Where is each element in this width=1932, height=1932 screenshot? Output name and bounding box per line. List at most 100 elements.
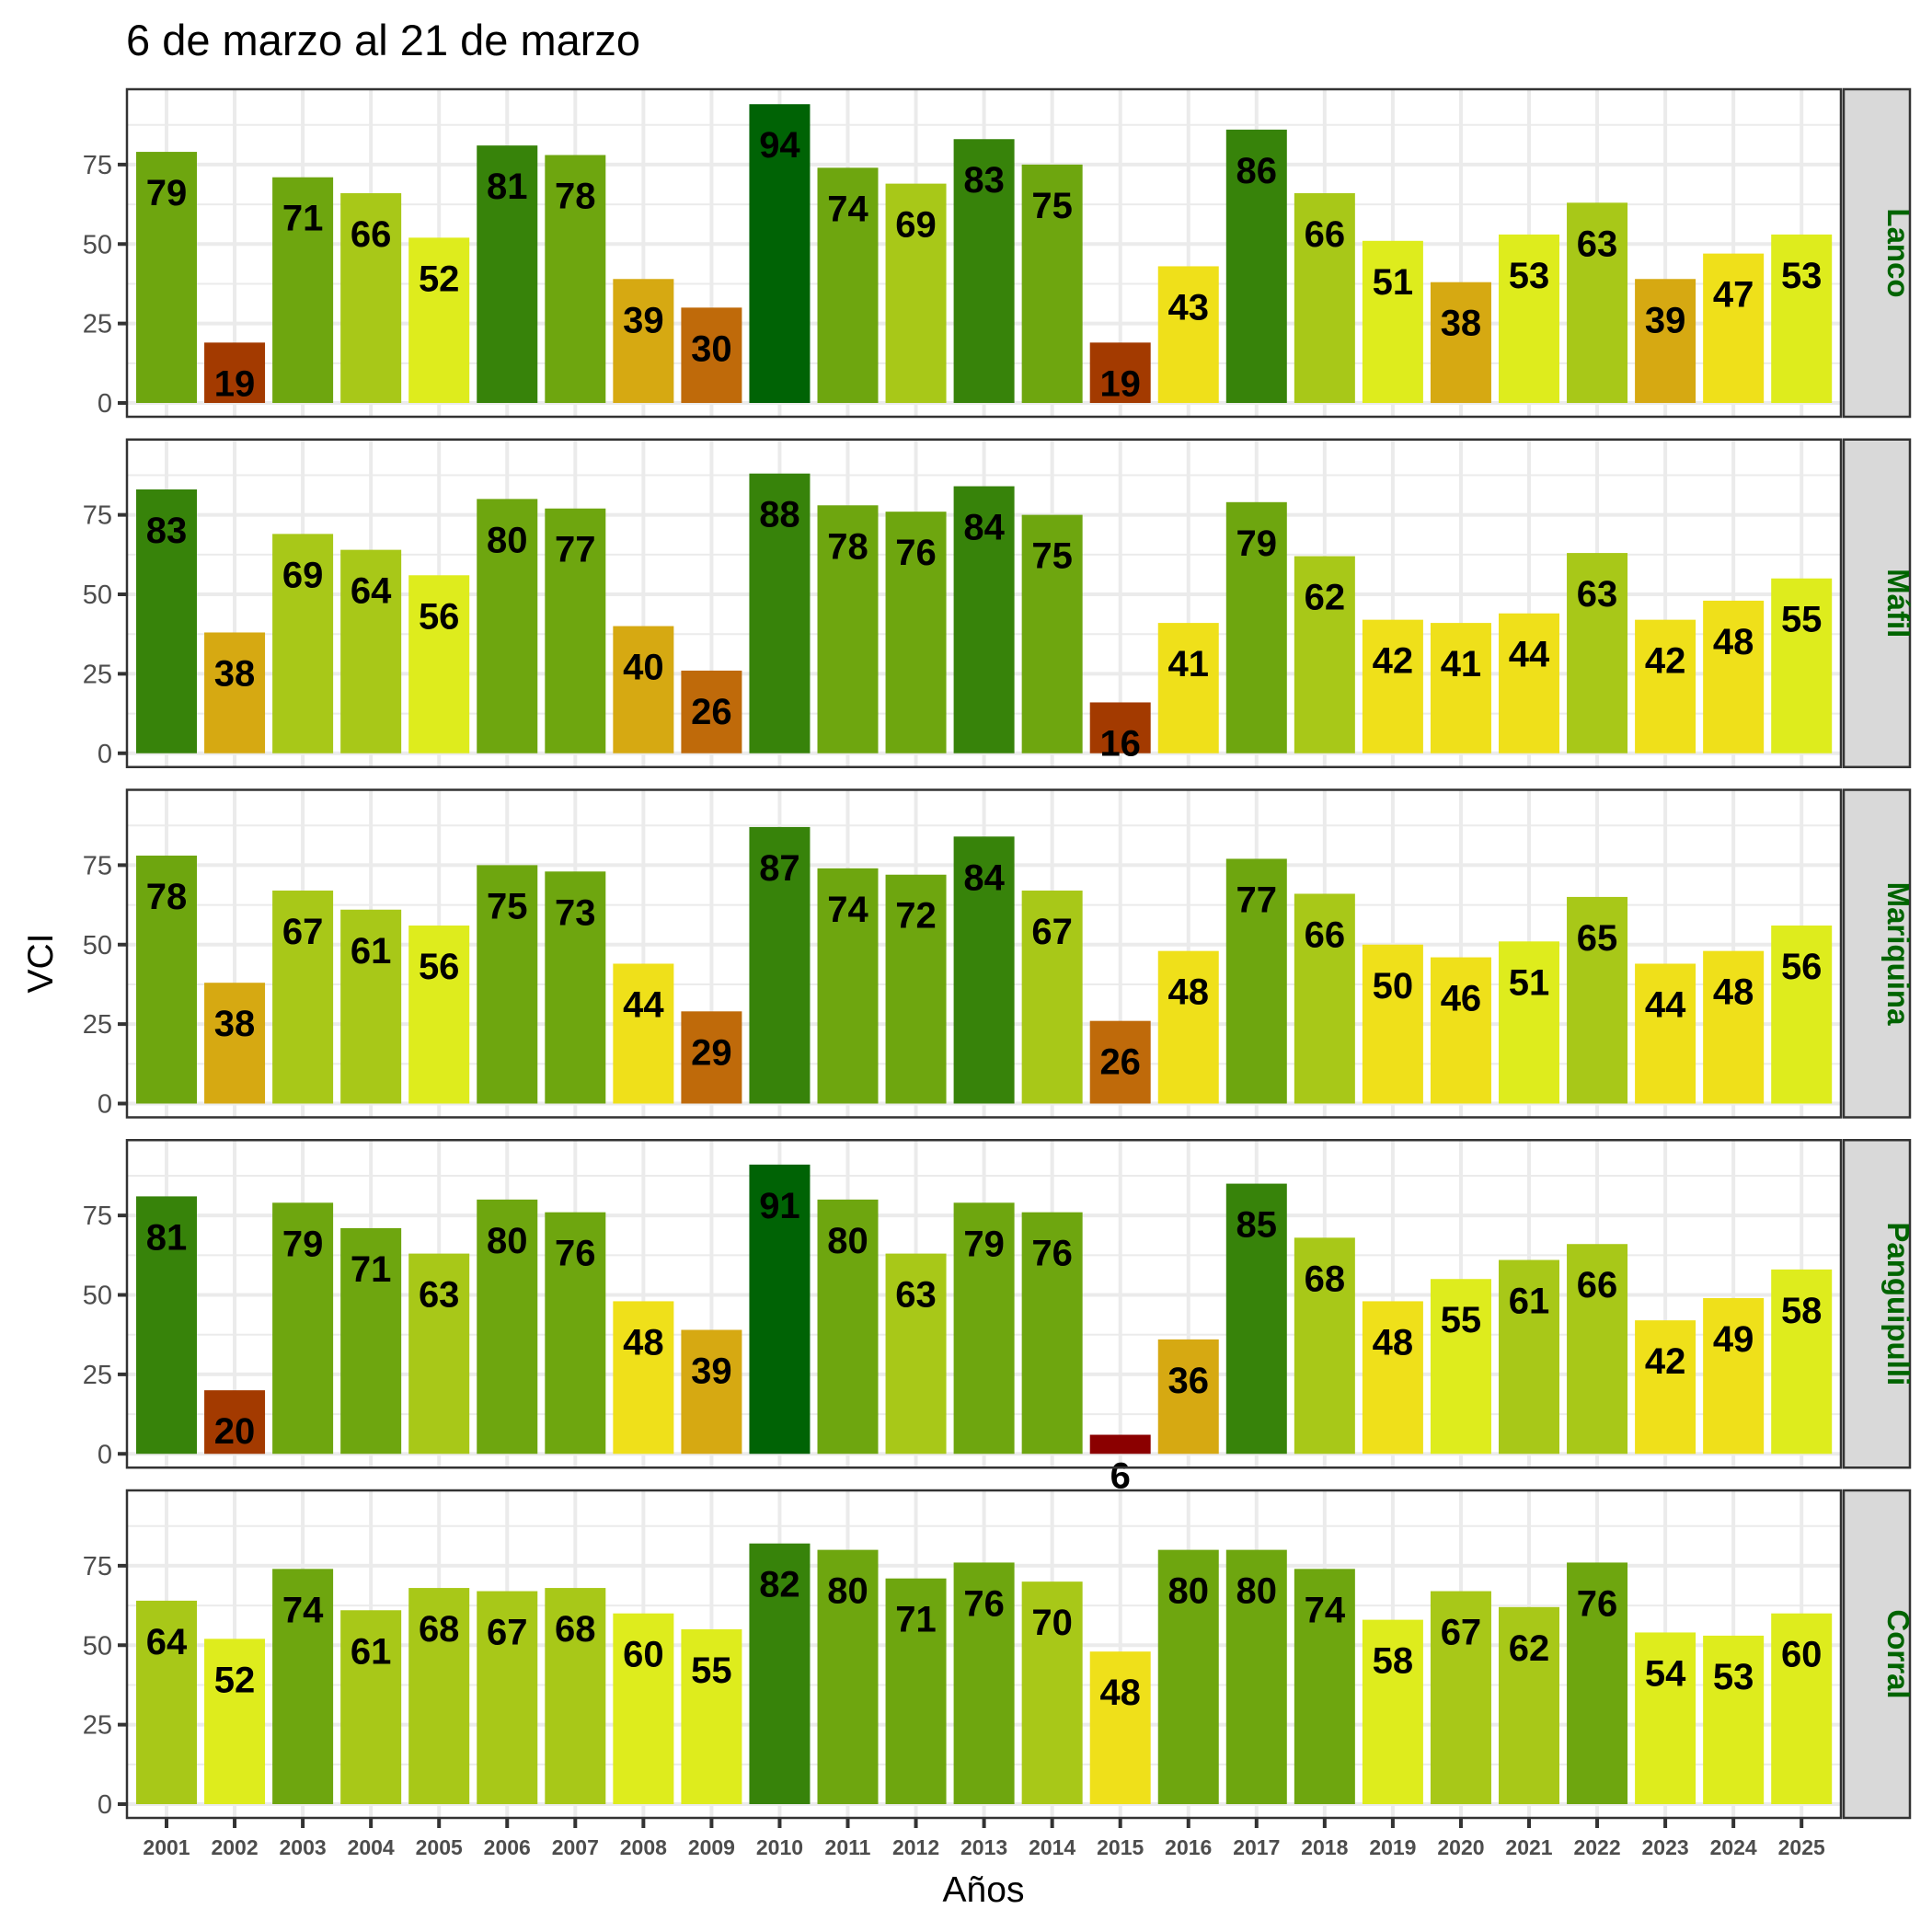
bar-value-label: 43	[1168, 287, 1210, 328]
facet-panel-mariquina: 78 38 67 61 56 75 73 44 29 87 74 72 84 67 26 48 77 66 50 46…	[83, 788, 1915, 1120]
bar-máfil-2024	[1703, 600, 1765, 753]
bar-mariquina-2012	[885, 874, 947, 1104]
facet-strip	[1842, 87, 1912, 419]
facet-strip	[1842, 788, 1912, 1119]
y-tick-label: 75	[83, 851, 112, 880]
bar-value-label: 80	[1168, 1571, 1210, 1612]
bar-value-label: 55	[1441, 1300, 1482, 1340]
x-tick-label: 2017	[1233, 1835, 1280, 1859]
x-axis: 2001 2002 2003 2004 2005 2006 2007 2008 2009 2010…	[143, 1818, 1825, 1859]
bar-panguipulli-2016	[1157, 1339, 1219, 1455]
bar-mariquina-2022	[1567, 896, 1628, 1104]
x-tick-label: 2009	[688, 1835, 735, 1859]
bar-value-label: 64	[351, 571, 392, 612]
bar-value-label: 51	[1373, 262, 1414, 303]
bar-value-label: 73	[555, 892, 596, 933]
bar-value-label: 64	[146, 1622, 188, 1662]
bar-value-label: 71	[282, 199, 324, 239]
bar-value-label: 66	[351, 214, 392, 255]
bar-value-label: 20	[214, 1411, 256, 1452]
facet-strip-label: Mariquina	[1881, 882, 1915, 1026]
bar-value-label: 68	[555, 1609, 596, 1650]
bar-value-label: 62	[1305, 578, 1346, 618]
bar-value-label: 36	[1168, 1361, 1210, 1401]
bar-panguipulli-2023	[1635, 1320, 1696, 1455]
bar-corral-2017	[1225, 1549, 1287, 1804]
bar-value-label: 49	[1713, 1319, 1754, 1360]
bar-value-label: 68	[1305, 1259, 1346, 1299]
bar-value-label: 76	[963, 1583, 1005, 1624]
bar-panguipulli-2012	[885, 1253, 947, 1455]
bar-value-label: 56	[419, 947, 460, 987]
bar-mariquina-2013	[953, 836, 1015, 1104]
bar-panguipulli-2024	[1703, 1297, 1765, 1455]
bar-mariquina-2020	[1430, 957, 1491, 1104]
bar-value-label: 79	[146, 173, 188, 213]
bar-mariquina-2001	[136, 856, 197, 1104]
bar-value-label: 77	[1236, 880, 1278, 920]
bar-value-label: 69	[895, 205, 937, 246]
bar-value-label: 29	[691, 1032, 732, 1073]
bar-value-label: 16	[1099, 723, 1141, 764]
bar-panguipulli-2007	[545, 1212, 606, 1455]
bar-value-label: 67	[1441, 1613, 1482, 1653]
facet-strip-label: Panguipulli	[1881, 1222, 1915, 1386]
x-tick-label: 2022	[1573, 1835, 1620, 1859]
bar-value-label: 65	[1577, 918, 1618, 959]
bar-panguipulli-2021	[1499, 1259, 1559, 1455]
bar-corral-2014	[1021, 1581, 1083, 1804]
bar-corral-2024	[1703, 1635, 1765, 1804]
bar-lanco-2007	[545, 155, 606, 403]
bar-value-label: 80	[827, 1571, 868, 1612]
bar-value-label: 80	[487, 520, 528, 560]
bar-value-label: 53	[1509, 256, 1550, 296]
bar-panguipulli-2003	[272, 1202, 334, 1455]
bar-mariquina-2002	[204, 983, 266, 1104]
y-tick-label: 50	[83, 1631, 112, 1661]
x-tick-label: 2004	[348, 1835, 395, 1859]
bar-value-label: 76	[1031, 1234, 1073, 1274]
bar-value-label: 74	[1305, 1590, 1346, 1630]
bar-value-label: 48	[623, 1322, 664, 1363]
bar-mariquina-2005	[408, 926, 470, 1104]
bar-value-label: 66	[1305, 914, 1346, 955]
bar-value-label: 47	[1713, 275, 1754, 316]
facet-panels: 79 19 71 66 52 81 78 39 30 94 74 69 83 75 19 43 86 66 51 38…	[83, 87, 1915, 1820]
bar-value-label: 44	[623, 984, 664, 1025]
bar-máfil-2003	[272, 534, 334, 753]
bar-lanco-2017	[1225, 129, 1287, 403]
panel-border	[125, 1139, 1843, 1469]
bar-value-label: 84	[963, 508, 1005, 548]
bar-value-label: 76	[895, 533, 937, 573]
bar-corral-2021	[1499, 1606, 1559, 1804]
bar-lanco-2004	[340, 192, 402, 403]
bar-value-label: 88	[759, 495, 800, 535]
x-tick-label: 2012	[892, 1835, 939, 1859]
x-tick-label: 2003	[280, 1835, 327, 1859]
bar-panguipulli-2008	[613, 1301, 674, 1455]
x-tick-label: 2015	[1097, 1835, 1144, 1859]
bar-corral-2013	[953, 1562, 1015, 1804]
bar-máfil-2009	[681, 670, 742, 753]
y-tick-label: 0	[98, 389, 112, 419]
facet-strip-label: Corral	[1881, 1609, 1915, 1698]
x-tick-label: 2016	[1165, 1835, 1212, 1859]
bar-value-label: 51	[1509, 962, 1550, 1003]
facet-panel-corral: 64 52 74 61 68 67 68 60 55 82 80 71 76 70 48 80 80 74 58 67…	[83, 1489, 1915, 1820]
bar-corral-2004	[340, 1610, 402, 1804]
x-tick-label: 2021	[1505, 1835, 1552, 1859]
bar-máfil-2013	[953, 486, 1015, 753]
facet-strip-label: Máfil	[1881, 569, 1915, 638]
x-tick-label: 2020	[1437, 1835, 1484, 1859]
bar-panguipulli-2017	[1225, 1183, 1287, 1455]
bar-value-label: 63	[1577, 224, 1618, 264]
facet-panel-panguipulli: 81 20 79 71 63 80 76 48 39 91 80 63 79 76 6 36 85 68 48 55 6…	[83, 1139, 1915, 1497]
y-tick-label: 75	[83, 1202, 112, 1231]
bar-value-label: 19	[214, 363, 256, 404]
bar-value-label: 66	[1577, 1265, 1618, 1305]
bar-corral-2025	[1771, 1613, 1833, 1804]
bar-mariquina-2014	[1021, 891, 1083, 1104]
x-tick-label: 2024	[1710, 1835, 1757, 1859]
bar-máfil-2007	[545, 508, 606, 753]
bar-value-label: 42	[1645, 641, 1686, 682]
